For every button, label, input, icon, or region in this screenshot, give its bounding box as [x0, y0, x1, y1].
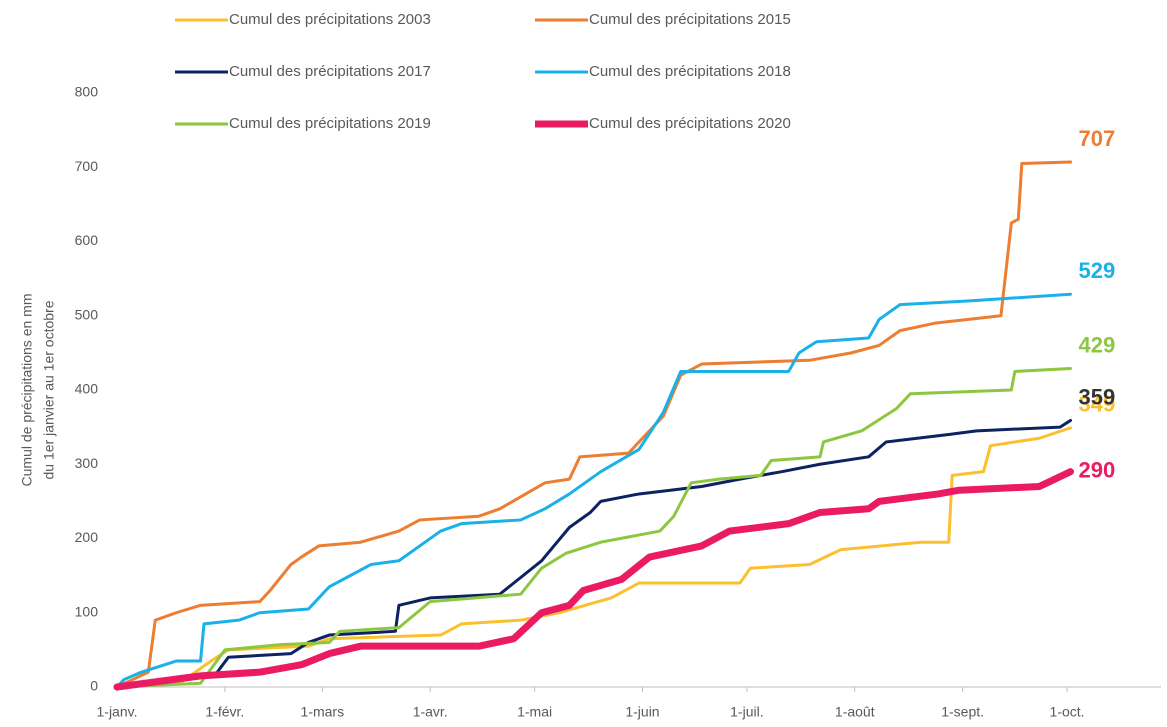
series-line	[115, 160, 1073, 689]
end-value-label: 529	[1079, 258, 1116, 283]
y-tick-label: 700	[75, 158, 99, 174]
y-tick-label: 500	[75, 306, 99, 322]
series-line	[115, 426, 1073, 689]
x-tick-label: 1-juin	[625, 704, 659, 720]
y-tick-label: 800	[75, 84, 99, 100]
y-tick-label: 100	[75, 603, 99, 619]
legend-label: Cumul des précipitations 2020	[589, 115, 791, 132]
end-value-label: 707	[1079, 126, 1116, 151]
legend-label: Cumul des précipitations 2017	[229, 63, 431, 80]
y-tick-label: 400	[75, 381, 99, 397]
end-value-label: 349	[1079, 392, 1116, 417]
y-tick-label: 300	[75, 455, 99, 471]
legend-label: Cumul des précipitations 2015	[589, 11, 791, 28]
y-axis-label: Cumul de précipitations en mm	[19, 294, 35, 487]
series-line	[115, 366, 1073, 689]
x-tick-label: 1-sept.	[941, 704, 984, 720]
end-value-label: 359	[1079, 384, 1116, 409]
end-value-label: 429	[1079, 332, 1116, 357]
series-line	[113, 468, 1075, 691]
legend-label: Cumul des précipitations 2019	[229, 115, 431, 132]
x-tick-label: 1-août	[835, 704, 875, 720]
x-tick-label: 1-févr.	[205, 704, 244, 720]
x-tick-label: 1-mai	[517, 704, 552, 720]
y-tick-label: 0	[90, 678, 98, 694]
x-tick-label: 1-mars	[301, 704, 345, 720]
y-tick-label: 200	[75, 529, 99, 545]
x-tick-label: 1-oct.	[1050, 704, 1085, 720]
legend-label: Cumul des précipitations 2018	[589, 63, 791, 80]
legend-label: Cumul des précipitations 2003	[229, 11, 431, 28]
x-tick-label: 1-janv.	[97, 704, 138, 720]
series-line	[115, 418, 1073, 689]
x-tick-label: 1-avr.	[413, 704, 448, 720]
series-line	[115, 292, 1073, 689]
end-value-label: 290	[1079, 457, 1116, 482]
y-axis-label: du 1er janvier au 1er octobre	[41, 300, 57, 479]
y-tick-label: 600	[75, 232, 99, 248]
x-tick-label: 1-juil.	[730, 704, 763, 720]
